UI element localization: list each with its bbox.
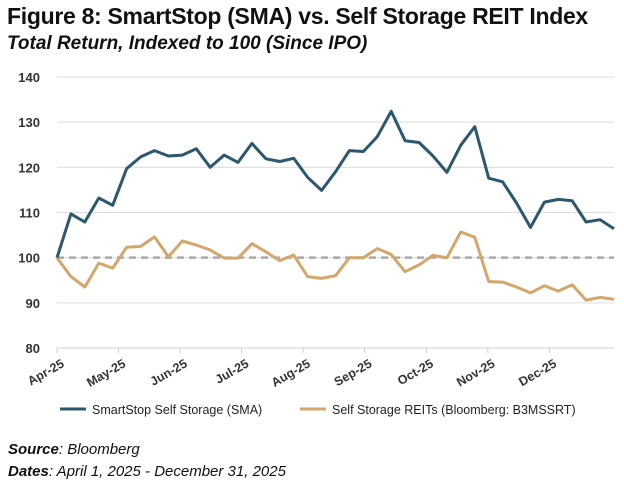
source-note: Source: Bloomberg bbox=[8, 441, 140, 458]
x-tick-label: Apr-25 bbox=[25, 356, 66, 388]
x-tick-label: Aug-25 bbox=[269, 356, 313, 389]
y-tick-label: 130 bbox=[18, 115, 40, 130]
x-tick-label: May-25 bbox=[84, 356, 128, 389]
y-tick-label: 140 bbox=[18, 70, 40, 85]
series-line-sma bbox=[55, 109, 615, 259]
chart-title: Figure 8: SmartStop (SMA) vs. Self Stora… bbox=[7, 3, 588, 29]
dates-label: Dates bbox=[8, 463, 49, 480]
line-chart: 80 90 100 110 120 130 140 Apr-25 May-25 Jun-25 Jul… bbox=[18, 70, 615, 417]
y-tick-label: 120 bbox=[18, 160, 40, 175]
x-tick-label: Sep-25 bbox=[332, 356, 375, 389]
dates-value: : April 1, 2025 - December 31, 2025 bbox=[48, 463, 286, 480]
x-tick-label: Oct-25 bbox=[395, 356, 436, 388]
x-tick-label: Nov-25 bbox=[454, 356, 497, 389]
series-line-reit-index bbox=[55, 230, 615, 302]
source-label: Source bbox=[8, 441, 59, 458]
y-tick-label: 80 bbox=[26, 341, 40, 356]
chart-subtitle: Total Return, Indexed to 100 (Since IPO) bbox=[7, 33, 368, 54]
source-value: : Bloomberg bbox=[58, 441, 140, 458]
y-tick-label: 90 bbox=[26, 296, 40, 311]
y-tick-label: 110 bbox=[19, 206, 40, 221]
legend-label: SmartStop Self Storage (SMA) bbox=[92, 403, 262, 417]
x-tick-label: Jun-25 bbox=[148, 356, 190, 388]
legend-label: Self Storage REITs (Bloomberg: B3MSSRT) bbox=[332, 403, 576, 417]
y-tick-label: 100 bbox=[18, 251, 40, 266]
x-tick-label: Dec-25 bbox=[516, 356, 559, 389]
x-tick-label: Jul-25 bbox=[213, 356, 251, 386]
dates-note: Dates: April 1, 2025 - December 31, 2025 bbox=[8, 463, 286, 480]
